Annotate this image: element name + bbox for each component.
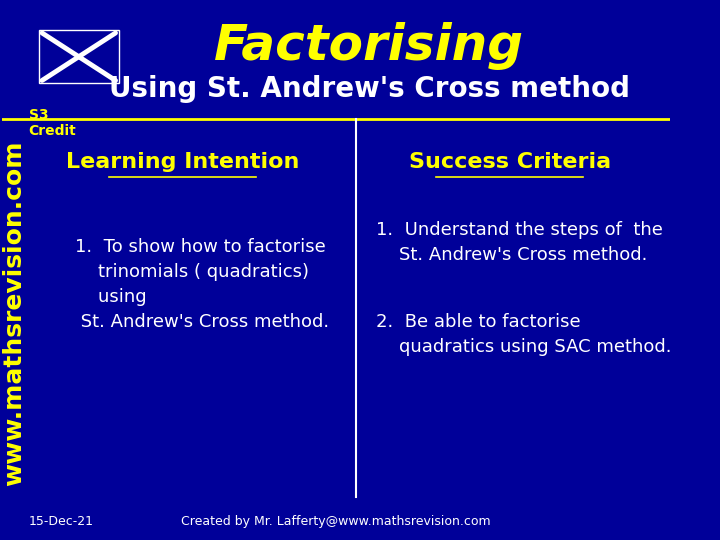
- Text: 1.  Understand the steps of  the
    St. Andrew's Cross method.: 1. Understand the steps of the St. Andre…: [376, 221, 663, 265]
- Text: 2.  Be able to factorise
    quadratics using SAC method.: 2. Be able to factorise quadratics using…: [376, 313, 672, 356]
- Text: Using St. Andrew's Cross method: Using St. Andrew's Cross method: [109, 75, 630, 103]
- Text: Factorising: Factorising: [215, 22, 524, 70]
- Text: Success Criteria: Success Criteria: [409, 152, 611, 172]
- Text: www.mathsrevision.com: www.mathsrevision.com: [2, 140, 26, 486]
- Text: Created by Mr. Lafferty@www.mathsrevision.com: Created by Mr. Lafferty@www.mathsrevisio…: [181, 515, 491, 528]
- FancyBboxPatch shape: [39, 30, 119, 83]
- Text: S3
Credit: S3 Credit: [29, 108, 76, 138]
- Text: Learning Intention: Learning Intention: [66, 152, 299, 172]
- Text: 1.  To show how to factorise
    trinomials ( quadratics)
    using
 St. Andrew': 1. To show how to factorise trinomials (…: [76, 238, 330, 330]
- Text: 15-Dec-21: 15-Dec-21: [29, 515, 94, 528]
